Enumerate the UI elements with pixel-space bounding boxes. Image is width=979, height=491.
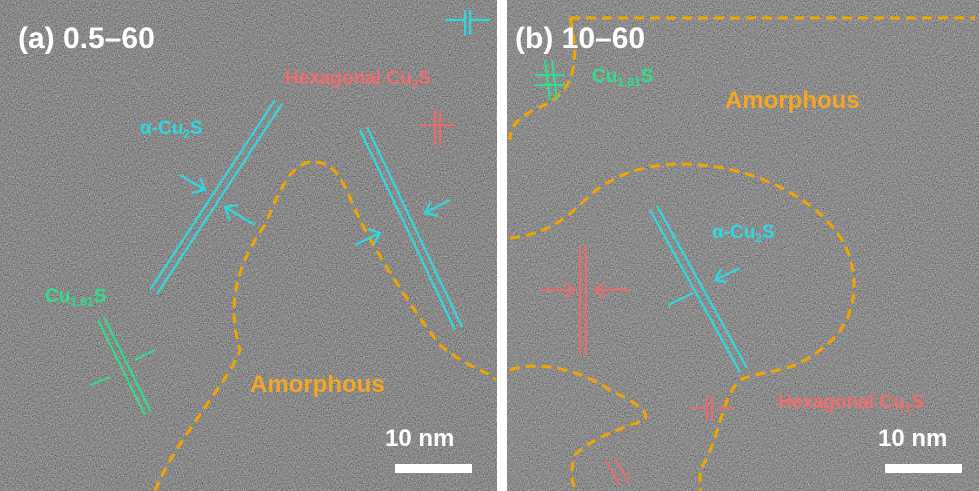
text-part: S [762,222,775,243]
text-part: S [418,68,431,89]
scale-bar-label: 10 nm [385,425,454,452]
phase-label: Hexagonal Cu2S [285,68,431,91]
panel-label: (a) 0.5–60 [18,22,155,55]
text-part: Cu [592,66,617,87]
amorphous-label: Amorphous [250,371,385,398]
text-part: S [94,286,107,307]
panel-label: (b) 10–60 [515,22,645,55]
text-part: α-Cu [712,222,755,243]
scale-bar [395,464,472,473]
figure: (a) 0.5–60 Hexagonal Cu2S α-Cu2S Cu1.81S… [0,0,979,491]
text-part: Cu [45,286,70,307]
text-part: Hexagonal Cu [778,392,905,413]
phase-label: α-Cu2S [712,222,775,245]
panel-b: (b) 10–60 Cu1.81S Amorphous α-Cu2S Hexag… [507,0,979,491]
panel-a: (a) 0.5–60 Hexagonal Cu2S α-Cu2S Cu1.81S… [0,0,497,491]
text-part: S [911,392,924,413]
text-part: 1.81 [70,295,94,309]
amorphous-label: Amorphous [725,87,860,114]
phase-label: α-Cu2S [140,118,203,141]
scale-bar [885,464,962,473]
scale-bar-label: 10 nm [878,425,947,452]
text-part: S [190,118,203,139]
text-part: S [641,66,654,87]
text-part: Hexagonal Cu [285,68,412,89]
text-part: α-Cu [140,118,183,139]
tem-texture [507,0,979,491]
phase-label: Hexagonal Cu2S [778,392,924,415]
text-part: 1.81 [617,75,641,89]
